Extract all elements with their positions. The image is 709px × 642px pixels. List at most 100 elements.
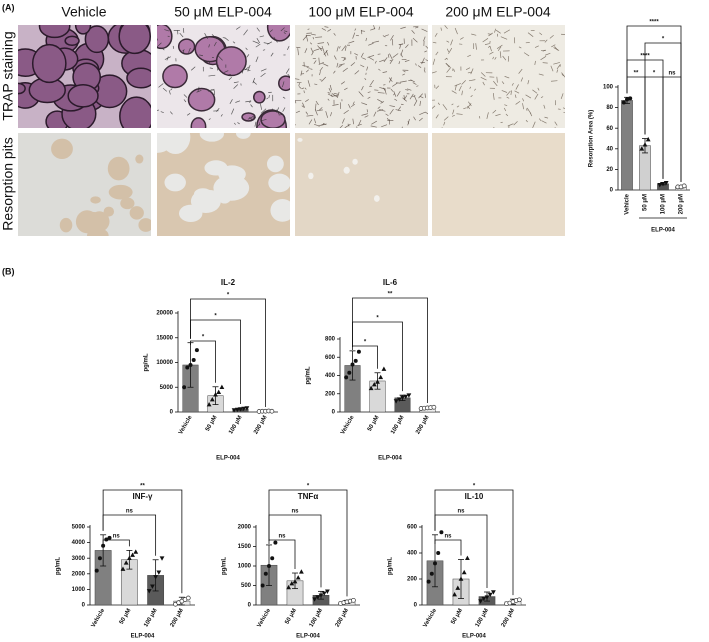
image-cell: [309, 42, 313, 45]
image-cell: [305, 111, 309, 115]
image-cell: [482, 37, 489, 43]
image-blob: [38, 25, 71, 39]
data-point: [216, 389, 222, 394]
x-axis-label: ELP-004: [378, 456, 402, 462]
image-cell: [297, 48, 299, 56]
image-cell: [361, 85, 364, 91]
image-cell: [208, 74, 216, 77]
image-cell: [350, 103, 356, 108]
column-label: Vehicle: [61, 4, 106, 20]
image-cell: [419, 111, 426, 115]
image-cell: [261, 118, 267, 122]
y-tick-label: 600: [325, 355, 336, 361]
image-cell: [467, 71, 472, 74]
image-cell: [342, 67, 349, 72]
image-blob: [253, 90, 266, 104]
image-blob: [218, 165, 246, 184]
image-cell: [208, 60, 210, 64]
micrograph: [18, 25, 151, 128]
image-cell: [166, 56, 169, 61]
image-cell: [454, 83, 461, 87]
image-cell: [400, 26, 406, 29]
image-cell: [157, 109, 160, 111]
significance-bracket: [268, 539, 296, 570]
data-point: [185, 595, 191, 601]
image-cell: [475, 43, 477, 50]
image-cell: [415, 26, 419, 29]
image-cell: [217, 64, 219, 71]
data-point: [657, 183, 663, 188]
image-cell: [164, 29, 170, 32]
significance-label: ns: [291, 509, 299, 515]
y-tick-label: 4000: [72, 540, 86, 546]
image-cell: [312, 36, 315, 40]
chart-title: TNFα: [298, 492, 319, 501]
x-tick-label: 200 μM: [679, 194, 685, 214]
data-point: [146, 589, 152, 594]
y-axis-label: pg/mL: [306, 366, 312, 384]
image-cell: [337, 91, 340, 98]
image-cell: [285, 68, 290, 74]
image-cell: [248, 117, 252, 120]
y-axis-label: pg/mL: [144, 353, 150, 371]
image-cell: [211, 34, 218, 40]
image-cell: [318, 123, 325, 127]
image-cell: [229, 99, 233, 104]
image-cell: [504, 76, 510, 79]
image-cell: [561, 72, 565, 78]
image-cell: [534, 60, 536, 66]
image-cell: [416, 85, 419, 87]
image-cell: [563, 112, 565, 113]
image-cell: [307, 28, 310, 30]
image-cell: [322, 63, 329, 67]
y-tick-label: 1000: [72, 587, 86, 593]
image-cell: [310, 47, 314, 53]
image-cell: [327, 92, 331, 94]
image-cell: [190, 66, 196, 71]
significance-bracket: [102, 539, 130, 547]
image-cell: [179, 32, 184, 38]
image-blob: [236, 133, 251, 139]
image-cell: [273, 36, 278, 43]
image-cell: [403, 70, 406, 73]
image-cell: [220, 114, 223, 117]
image-cell: [313, 118, 317, 124]
significance-bracket: [434, 489, 514, 596]
image-cell: [396, 90, 401, 97]
image-cell: [493, 126, 495, 128]
image-cell: [412, 82, 417, 85]
data-point: [439, 530, 444, 535]
x-tick-label: 100 μM: [390, 415, 405, 436]
data-point: [159, 556, 165, 561]
image-cell: [328, 88, 332, 93]
data-point: [182, 385, 187, 390]
image-cell: [371, 120, 378, 125]
data-point: [347, 370, 352, 375]
image-cell: [448, 47, 453, 54]
image-blob: [215, 46, 247, 77]
image-cell: [366, 109, 369, 113]
image-cell: [432, 105, 436, 109]
data-point: [487, 592, 493, 598]
image-cell: [302, 102, 305, 108]
chart-title: IL-6: [383, 278, 398, 287]
x-tick-label: 200 μM: [501, 608, 516, 629]
y-axis-label: Resorption Area (%): [589, 110, 595, 167]
image-cell: [207, 88, 215, 92]
image-cell: [382, 71, 388, 73]
image-cell: [492, 109, 497, 114]
significance-label: ns: [457, 509, 465, 515]
data-point: [185, 365, 190, 370]
image-cell: [338, 64, 343, 68]
data-point: [663, 180, 669, 186]
significance-label: **: [140, 484, 145, 490]
image-cell: [492, 56, 494, 60]
image-cell: [505, 113, 509, 117]
image-cell: [424, 111, 428, 115]
image-cell: [500, 36, 508, 40]
image-cell: [338, 63, 345, 66]
data-point: [194, 348, 199, 353]
image-cell: [361, 102, 368, 106]
x-tick-label: 50 μM: [205, 415, 219, 433]
